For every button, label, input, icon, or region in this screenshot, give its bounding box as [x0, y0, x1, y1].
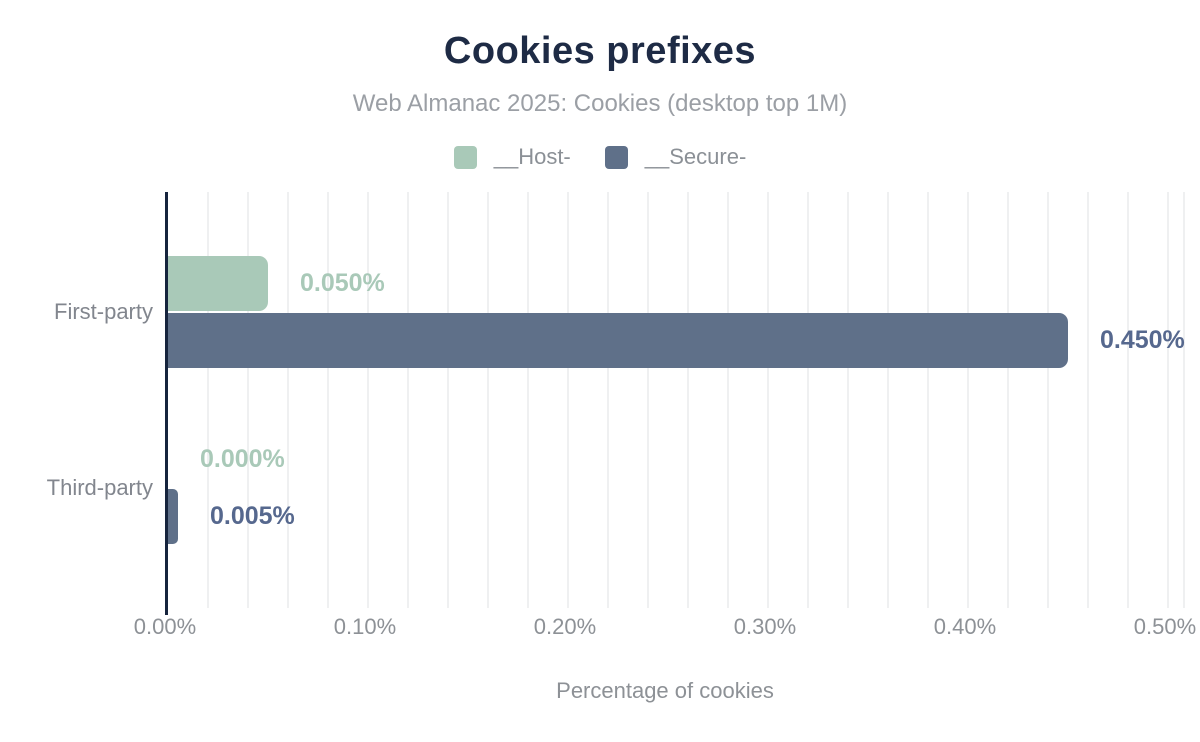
value-label-host-third-party: 0.000% [200, 445, 285, 473]
y-axis-line [165, 192, 168, 615]
legend-swatch-secure [604, 145, 628, 169]
category-label-first-party: First-party [54, 298, 153, 324]
gridline [767, 192, 769, 608]
x-tick-0-20: 0.20% [533, 614, 597, 639]
bar-secure-third-party[interactable] [168, 488, 178, 544]
gridline [647, 192, 649, 608]
legend-item-host[interactable]: __Host- [453, 144, 571, 170]
x-tick-0-10: 0.10% [333, 614, 397, 639]
gridline [1167, 192, 1169, 608]
gridline [887, 192, 889, 608]
gridline [807, 192, 809, 608]
legend-item-secure[interactable]: __Secure- [604, 144, 747, 170]
gridline [287, 192, 289, 608]
gridline [727, 192, 729, 608]
gridline [927, 192, 929, 608]
gridline [687, 192, 689, 608]
legend: __Host- __Secure- [0, 143, 1200, 171]
x-tick-0-40: 0.40% [933, 614, 997, 639]
gridline [327, 192, 329, 608]
gridline-plot-right-edge [1183, 192, 1185, 608]
gridline [247, 192, 249, 608]
plot-area: 0.050% 0.450% 0.000% 0.005% [165, 192, 1185, 615]
gridline [487, 192, 489, 608]
chart-title: Cookies prefixes [443, 30, 757, 72]
gridline [607, 192, 609, 608]
value-label-host-first-party: 0.050% [300, 269, 385, 297]
gridline [1087, 192, 1089, 608]
bar-host-first-party[interactable] [168, 255, 268, 311]
gridline [367, 192, 369, 608]
legend-swatch-host [453, 145, 477, 169]
gridline [567, 192, 569, 608]
value-label-secure-first-party: 0.450% [1100, 326, 1185, 354]
gridline [447, 192, 449, 608]
gridline [407, 192, 409, 608]
category-label-third-party: Third-party [46, 474, 153, 500]
value-label-secure-third-party: 0.005% [210, 502, 295, 530]
gridline [847, 192, 849, 608]
gridline [967, 192, 969, 608]
gridline [207, 192, 209, 608]
bar-secure-first-party[interactable] [168, 312, 1068, 368]
x-axis-title: Percentage of cookies [556, 678, 774, 703]
x-tick-0-00: 0.00% [133, 614, 197, 639]
x-tick-0-30: 0.30% [733, 614, 797, 639]
gridline [1047, 192, 1049, 608]
gridline [1007, 192, 1009, 608]
legend-label-host: __Host- [493, 144, 571, 169]
gridline [527, 192, 529, 608]
x-tick-0-50: 0.50% [1133, 614, 1197, 639]
legend-label-secure: __Secure- [644, 144, 747, 169]
chart-subtitle: Web Almanac 2025: Cookies (desktop top 1… [352, 90, 848, 117]
gridline [1127, 192, 1129, 608]
